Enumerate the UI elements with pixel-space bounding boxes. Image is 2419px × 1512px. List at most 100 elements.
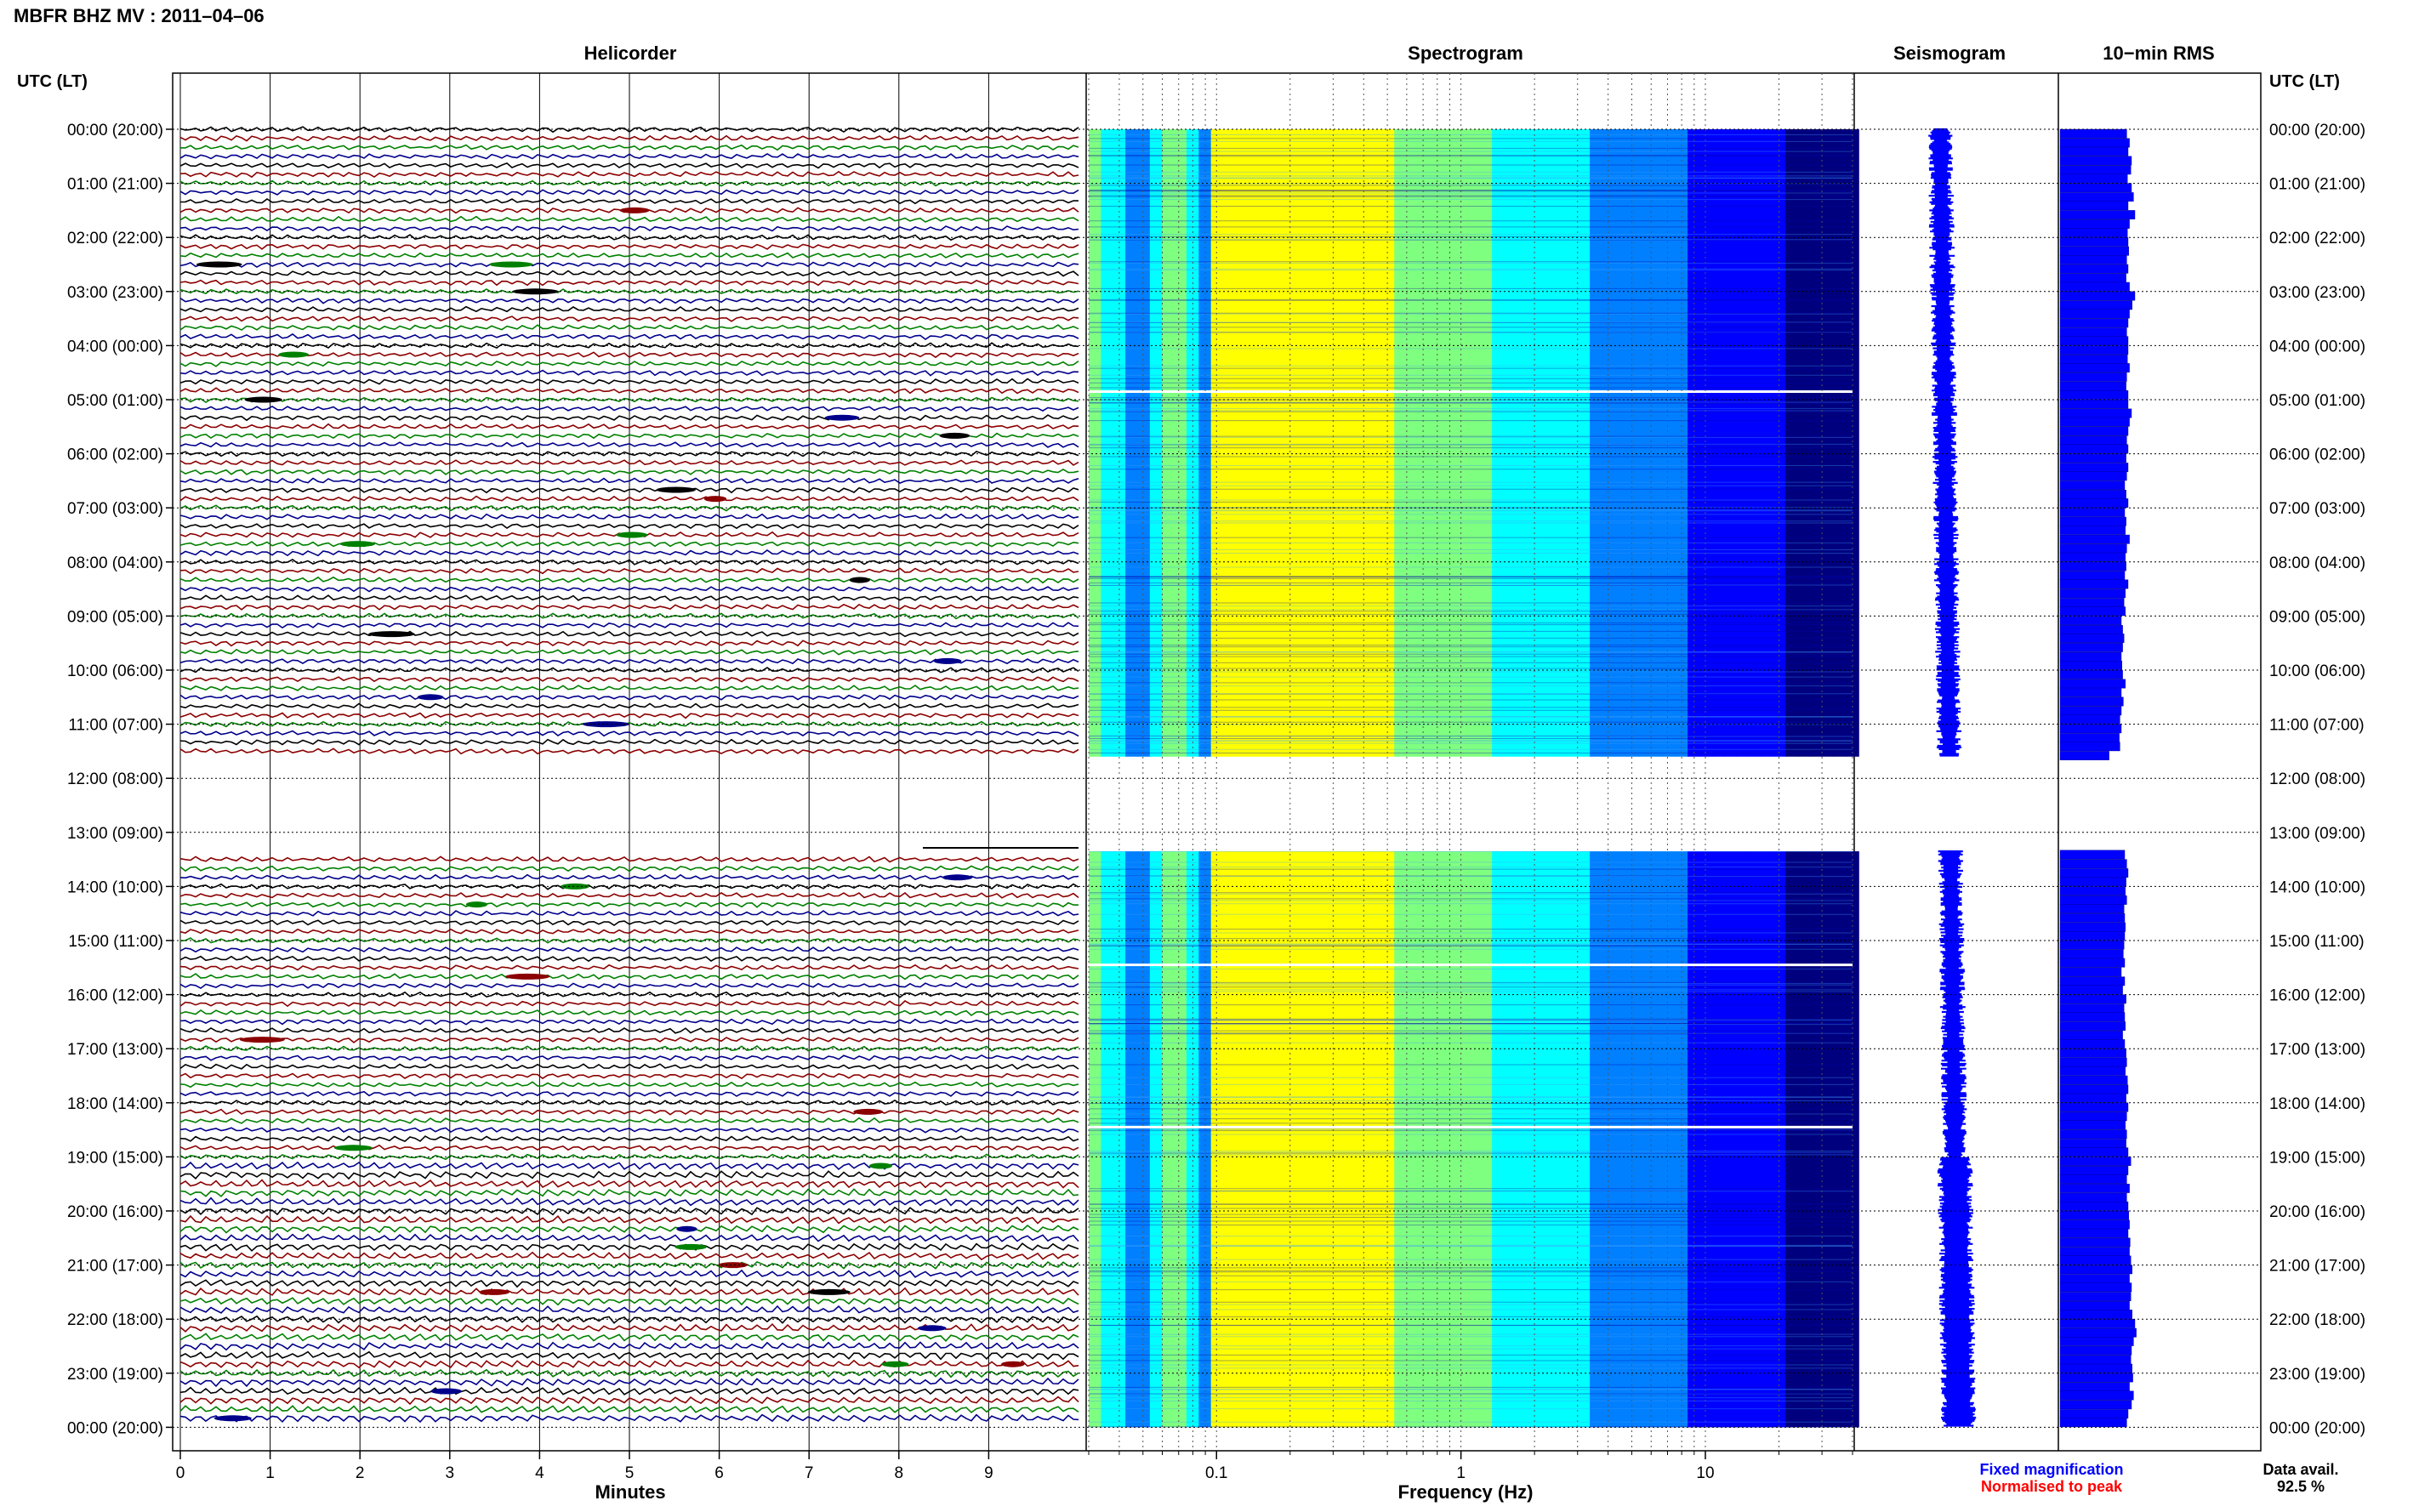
rms-bar [2059,463,2129,473]
helicorder-trace [179,197,1079,205]
helicorder-trace [179,594,1079,602]
hour-label-right: 07:00 (03:00) [2269,500,2365,518]
rms-bar [2059,1327,2137,1338]
helicorder-trace [179,1135,1079,1143]
spectrogram-band [1223,129,1237,757]
helicorder-trace [179,1108,1079,1116]
helicorder-event [368,631,415,638]
hour-label-left: 03:00 (23:00) [67,284,163,302]
rms-bar [2059,534,2130,544]
helicorder-trace [179,1018,1079,1026]
spectrogram-band [1235,129,1249,757]
rms-bar [2059,1021,2126,1032]
rms-bar [2059,949,2124,959]
hour-label-left: 00:00 (20:00) [67,1419,163,1437]
hour-label-right: 00:00 (20:00) [2269,1419,2365,1437]
hour-label-left: 18:00 (14:00) [67,1095,163,1113]
spectrogram-band [1834,851,1847,1428]
helicorder-event [465,901,488,908]
spectrogram-band [1247,129,1261,757]
spectrogram-band [1125,129,1139,757]
helicorder-trace [179,694,1079,701]
helicorder-event [616,531,648,538]
time-axis-label-left: UTC (LT) [17,72,88,91]
rms-bar [2059,751,2109,761]
spectrogram-band [1577,851,1591,1428]
helicorder-trace [179,298,1079,304]
helicorder-trace [179,639,1079,647]
spectrogram-band [1614,851,1627,1428]
rms-bar [2059,660,2123,670]
helicorder-trace [179,1170,1079,1180]
spectrogram-band [1663,129,1676,757]
hour-label-right: 08:00 (04:00) [2269,554,2365,572]
helicorder-event [619,207,650,213]
rms-bar [2059,1031,2123,1040]
rms-bar [2059,1075,2128,1085]
rms-bar [2059,1228,2129,1238]
rms-bar [2059,1373,2133,1383]
helicorder-event [853,1108,884,1115]
helicorder-trace [179,1242,1079,1252]
seismogram-panel [1928,128,1977,1427]
helicorder-trace [179,1188,1079,1197]
spectrogram-band [1516,129,1529,757]
helicorder-trace [179,1297,1079,1306]
helicorder-trace [179,1287,1079,1296]
helicorder-xtick-label: 6 [714,1464,724,1482]
hour-label-right: 21:00 (17:00) [2269,1258,2365,1276]
helicorder-trace [179,658,1079,665]
helicorder-trace [179,1036,1079,1043]
helicorder-trace [179,630,1079,638]
rms-bar [2059,994,2126,1004]
helicorder-trace [179,891,1079,899]
spectrogram-band [1479,129,1493,757]
spectrogram-band [1113,851,1126,1428]
helicorder-trace [179,1315,1079,1324]
data-availability-label: Data avail. [2262,1461,2338,1478]
hour-label-left: 04:00 (00:00) [67,338,163,355]
helicorder-trace [179,378,1079,385]
helicorder-trace [179,162,1079,169]
rms-bar [2059,138,2130,148]
hour-label-right: 18:00 (14:00) [2269,1095,2365,1113]
helicorder-trace [179,873,1079,881]
spectrogram-band [1431,851,1444,1428]
helicorder-trace [179,1072,1079,1080]
helicorder-trace [179,928,1079,935]
hour-label-right: 23:00 (19:00) [2269,1366,2365,1384]
helicorder-xtick-label: 8 [895,1464,904,1482]
spectrogram-band [1552,129,1566,757]
spectrogram-band [1590,851,1603,1428]
spectrogram-band [1528,851,1542,1428]
helicorder-trace [179,1251,1079,1261]
spectrogram-band [1174,129,1187,757]
spectrogram-band [1699,851,1713,1428]
helicorder-trace [179,1000,1079,1008]
rms-bar [2059,1166,2129,1175]
helicorder-trace [179,1359,1079,1369]
helicorder-trace [179,523,1079,530]
hour-label-left: 05:00 (01:00) [67,392,163,410]
spectrogram-band [1650,851,1664,1428]
helicorder-trace [179,342,1079,350]
helicorder-trace [179,1117,1079,1124]
spectrogram-band [1504,851,1517,1428]
hour-label-right: 06:00 (02:00) [2269,446,2365,464]
rms-bar [2059,1192,2127,1202]
rms-bar [2059,336,2129,346]
spectrogram-band [1834,129,1847,757]
helicorder-event [1001,1361,1025,1367]
helicorder-trace [179,134,1079,142]
helicorder-title: Helicorder [584,43,677,64]
helicorder-trace [179,252,1079,259]
hour-label-right: 20:00 (16:00) [2269,1203,2365,1221]
hour-label-right: 12:00 (08:00) [2269,770,2365,788]
rms-bar [2059,895,2127,905]
rms-bar [2059,219,2130,229]
helicorder-trace [179,1054,1079,1062]
spectrogram-band [1773,129,1786,757]
rms-panel [2059,128,2137,1428]
helicorder-xtick-label: 4 [535,1464,544,1482]
hour-label-right: 14:00 (10:00) [2269,878,2365,896]
